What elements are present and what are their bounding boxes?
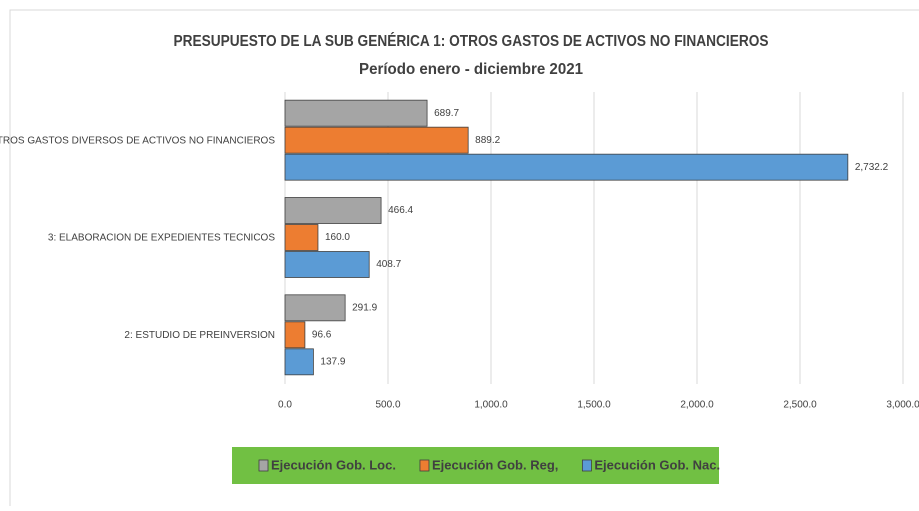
legend-swatch [419,459,430,472]
x-tick-label: 0.0 [278,400,292,411]
legend-label: Ejecución Gob. Loc. [271,457,396,472]
legend-swatch [258,459,269,472]
legend-label: Ejecución Gob. Nac. [594,457,720,472]
x-tick-label: 1,000.0 [474,400,508,411]
value-label: 291.9 [352,302,377,313]
value-label: 889.2 [475,135,500,146]
bar [284,321,306,349]
bar [284,251,370,278]
x-tick-label: 2,000.0 [680,400,714,411]
y-tick-label: 4: OTROS GASTOS DIVERSOS DE ACTIVOS NO F… [0,135,275,146]
x-tick-label: 3,000.0 [886,400,919,411]
value-label: 466.4 [388,205,413,216]
chart-border [9,9,919,511]
value-label: 96.6 [312,329,332,340]
bar [284,99,428,127]
value-label: 160.0 [325,232,350,243]
bar [284,348,314,376]
bar [284,126,469,154]
legend-box [232,447,719,484]
y-tick-label: 2: ESTUDIO DE PREINVERSION [124,330,275,341]
bar [284,197,382,224]
y-tick-label: 3: ELABORACION DE EXPEDIENTES TECNICOS [48,233,275,244]
value-label: 137.9 [320,356,345,367]
value-label: 2,732.2 [855,162,889,173]
x-tick-label: 2,500.0 [783,400,817,411]
legend-swatch [581,459,592,472]
bar [284,153,849,181]
bar [284,294,346,322]
value-label: 689.7 [434,108,459,119]
chart-title: PRESUPUESTO DE LA SUB GENÉRICA 1: OTROS … [174,31,769,50]
bar [284,224,319,251]
x-tick-label: 500.0 [375,400,400,411]
chart-subtitle: Período enero - diciembre 2021 [359,61,583,78]
x-tick-label: 1,500.0 [577,400,611,411]
value-label: 408.7 [376,259,401,270]
legend-label: Ejecución Gob. Reg, [432,457,558,472]
